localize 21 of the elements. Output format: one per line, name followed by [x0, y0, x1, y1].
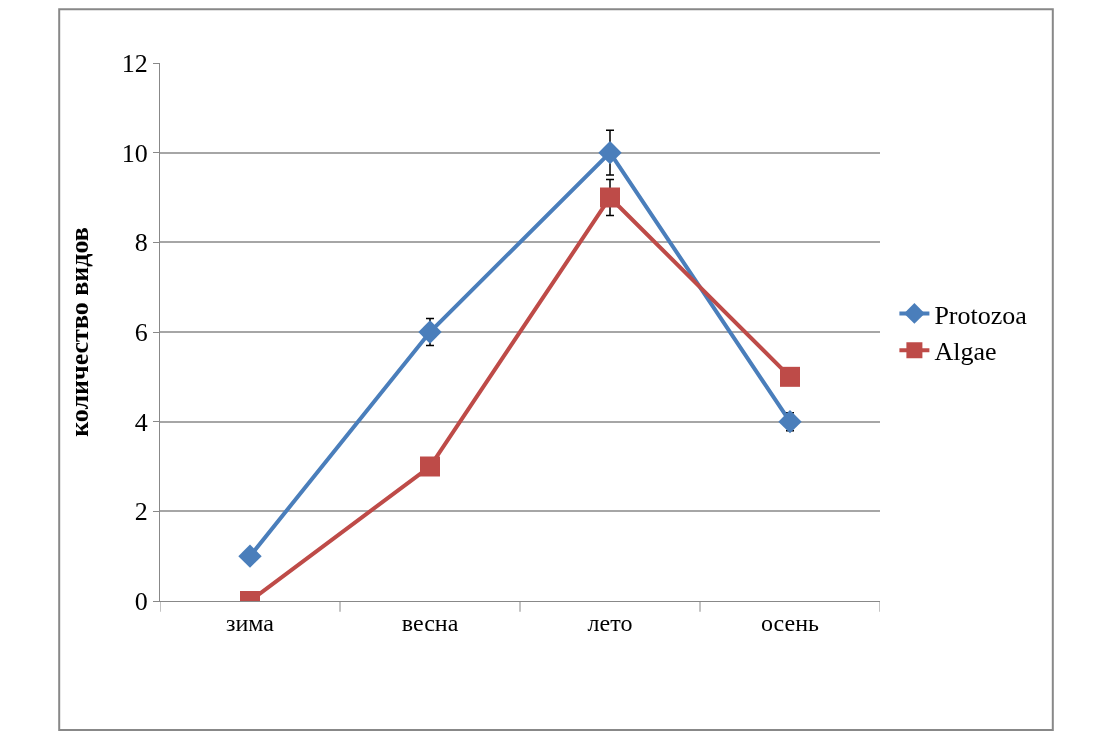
point: [238, 544, 262, 568]
point: [598, 140, 622, 165]
legend-label: Algae: [934, 337, 997, 367]
legend-label: Protozoa: [934, 300, 1028, 330]
y-axis-title: количество видов: [65, 227, 95, 437]
y-tick-label: 2: [134, 497, 148, 527]
x-tick-label: зима: [226, 609, 275, 636]
y-tick-label: 0: [134, 587, 148, 617]
y-tick-label: 12: [121, 49, 148, 79]
point: [418, 320, 442, 344]
x-tick-label: лето: [587, 609, 633, 636]
x-tick-label: весна: [401, 609, 459, 636]
x-tick-label: осень: [761, 609, 820, 636]
y-tick-label: 8: [134, 228, 148, 258]
point: [600, 187, 620, 208]
y-tick-label: 10: [121, 138, 148, 168]
point: [778, 409, 802, 434]
point: [420, 456, 440, 477]
point: [780, 366, 800, 387]
y-tick-label: 6: [134, 318, 148, 348]
y-tick-label: 4: [134, 407, 148, 437]
